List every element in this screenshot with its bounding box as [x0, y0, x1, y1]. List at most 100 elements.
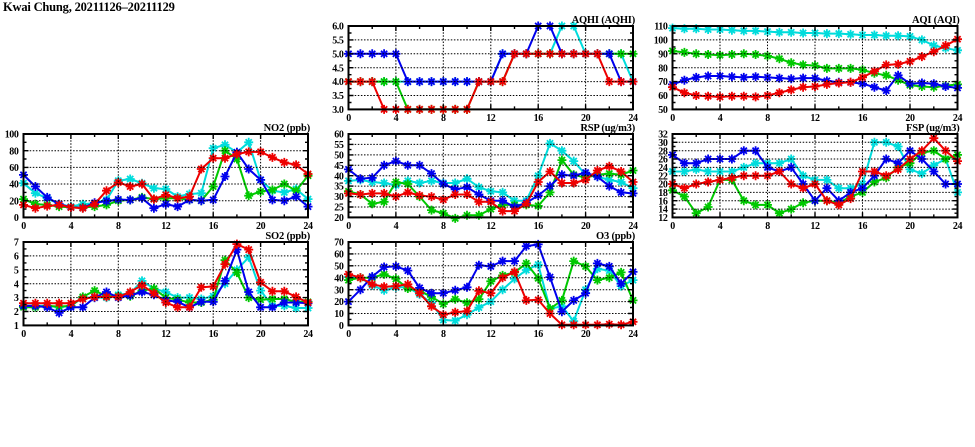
svg-text:12: 12 [810, 221, 820, 232]
svg-text:16: 16 [658, 196, 668, 207]
svg-text:28: 28 [658, 146, 668, 157]
svg-text:0: 0 [14, 213, 19, 224]
svg-text:70: 70 [658, 77, 668, 88]
svg-text:80: 80 [9, 146, 19, 157]
svg-text:4: 4 [718, 113, 723, 124]
svg-text:12: 12 [658, 213, 668, 224]
svg-text:24: 24 [628, 113, 638, 124]
svg-text:60: 60 [658, 91, 668, 102]
svg-text:60: 60 [334, 250, 344, 261]
svg-text:50: 50 [334, 151, 344, 162]
svg-text:20: 20 [905, 221, 915, 232]
svg-text:8: 8 [116, 329, 121, 340]
svg-text:20: 20 [581, 329, 591, 340]
svg-text:24: 24 [953, 221, 963, 232]
svg-text:30: 30 [334, 285, 344, 296]
svg-text:20: 20 [9, 196, 19, 207]
svg-text:20: 20 [256, 329, 266, 340]
svg-text:4: 4 [718, 221, 723, 232]
svg-text:10: 10 [334, 309, 344, 320]
svg-text:0: 0 [670, 221, 675, 232]
svg-text:80: 80 [658, 63, 668, 74]
svg-text:0: 0 [21, 221, 26, 232]
svg-text:0: 0 [346, 329, 351, 340]
svg-text:16: 16 [209, 329, 219, 340]
svg-text:4.5: 4.5 [332, 63, 344, 74]
svg-text:7: 7 [14, 238, 19, 249]
svg-text:60: 60 [334, 130, 344, 141]
svg-text:22: 22 [658, 171, 668, 182]
svg-text:30: 30 [658, 138, 668, 149]
svg-text:20: 20 [334, 297, 344, 308]
svg-text:FSP (ug/m3): FSP (ug/m3) [906, 123, 960, 134]
svg-text:16: 16 [534, 221, 544, 232]
svg-text:12: 12 [810, 113, 820, 124]
svg-text:AQI (AQI): AQI (AQI) [912, 15, 960, 26]
svg-text:40: 40 [9, 180, 19, 191]
svg-text:26: 26 [658, 155, 668, 166]
svg-text:16: 16 [858, 221, 868, 232]
svg-text:24: 24 [628, 329, 638, 340]
svg-text:14: 14 [658, 205, 668, 216]
svg-text:16: 16 [534, 329, 544, 340]
svg-text:100: 100 [654, 36, 668, 47]
svg-text:12: 12 [161, 221, 171, 232]
svg-text:1: 1 [14, 321, 19, 332]
svg-text:16: 16 [534, 113, 544, 124]
svg-text:0: 0 [21, 329, 26, 340]
svg-text:0: 0 [339, 321, 344, 332]
svg-text:24: 24 [658, 163, 668, 174]
svg-text:50: 50 [658, 105, 668, 116]
svg-text:0: 0 [346, 221, 351, 232]
svg-text:SO2 (ppb): SO2 (ppb) [265, 231, 310, 242]
svg-text:Kwai Chung, 20211126–20211129: Kwai Chung, 20211126–20211129 [3, 0, 175, 14]
svg-text:8: 8 [441, 329, 446, 340]
svg-text:110: 110 [654, 22, 668, 33]
svg-text:24: 24 [953, 113, 963, 124]
svg-text:8: 8 [765, 221, 770, 232]
svg-text:AQHI (AQHI): AQHI (AQHI) [572, 15, 636, 26]
svg-text:30: 30 [334, 192, 344, 203]
svg-text:32: 32 [658, 130, 668, 141]
svg-text:16: 16 [209, 221, 219, 232]
svg-text:12: 12 [486, 329, 496, 340]
svg-text:5: 5 [14, 265, 19, 276]
svg-text:20: 20 [658, 180, 668, 191]
svg-text:2: 2 [14, 307, 19, 318]
svg-text:12: 12 [486, 113, 496, 124]
svg-text:20: 20 [581, 113, 591, 124]
svg-text:24: 24 [628, 221, 638, 232]
svg-text:4: 4 [394, 329, 399, 340]
svg-text:6.0: 6.0 [332, 22, 344, 33]
svg-text:12: 12 [161, 329, 171, 340]
svg-text:5.0: 5.0 [332, 49, 344, 60]
svg-text:40: 40 [334, 171, 344, 182]
svg-text:4.0: 4.0 [332, 77, 344, 88]
svg-text:3.5: 3.5 [332, 91, 344, 102]
svg-text:55: 55 [334, 140, 344, 151]
svg-text:60: 60 [9, 163, 19, 174]
svg-text:0: 0 [346, 113, 351, 124]
svg-text:25: 25 [334, 203, 344, 214]
svg-text:90: 90 [658, 49, 668, 60]
svg-text:4: 4 [69, 329, 74, 340]
svg-text:4: 4 [394, 221, 399, 232]
svg-text:20: 20 [256, 221, 266, 232]
svg-text:5.5: 5.5 [332, 36, 344, 47]
svg-text:16: 16 [858, 113, 868, 124]
svg-text:40: 40 [334, 273, 344, 284]
svg-text:18: 18 [658, 188, 668, 199]
svg-text:8: 8 [441, 221, 446, 232]
svg-text:24: 24 [303, 221, 313, 232]
svg-text:24: 24 [303, 329, 313, 340]
svg-text:20: 20 [334, 213, 344, 224]
svg-text:12: 12 [486, 221, 496, 232]
svg-text:50: 50 [334, 261, 344, 272]
svg-text:20: 20 [905, 113, 915, 124]
svg-text:8: 8 [441, 113, 446, 124]
svg-text:0: 0 [670, 113, 675, 124]
svg-text:6: 6 [14, 252, 19, 263]
svg-text:NO2 (ppb): NO2 (ppb) [264, 123, 311, 134]
svg-text:RSP (ug/m3): RSP (ug/m3) [580, 123, 635, 134]
svg-text:8: 8 [765, 113, 770, 124]
